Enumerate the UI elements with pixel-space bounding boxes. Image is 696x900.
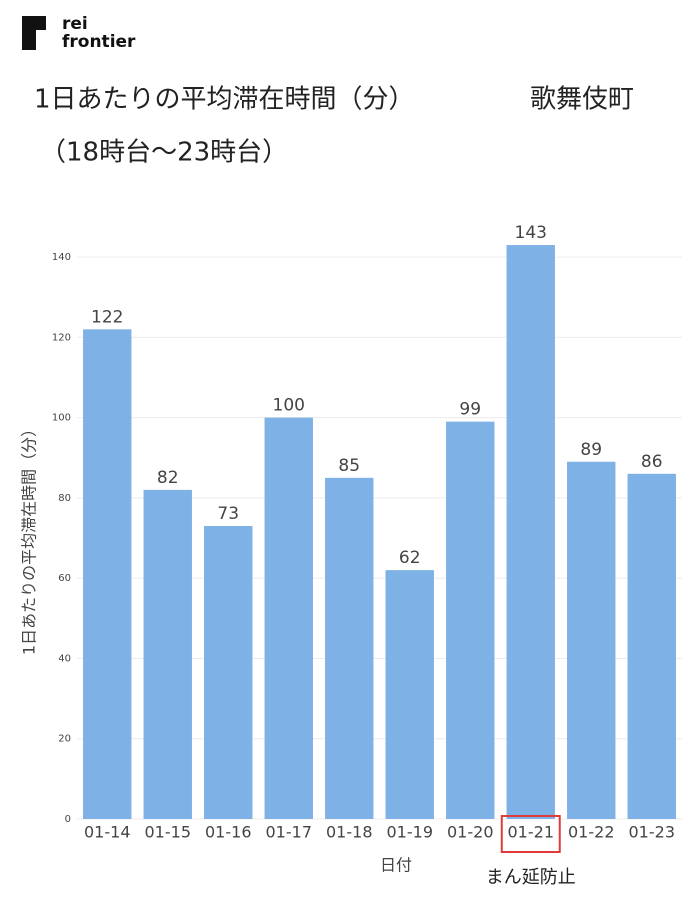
- x-tick-label: 01-20: [447, 823, 494, 842]
- value-label: 82: [157, 468, 179, 488]
- x-tick-label: 01-21: [508, 823, 555, 842]
- bar: [506, 245, 555, 819]
- x-tick-label: 01-15: [145, 823, 192, 842]
- chart-title: 1日あたりの平均滞在時間（分）: [34, 85, 415, 115]
- x-tick-label: 01-19: [387, 823, 434, 842]
- value-label: 62: [399, 548, 421, 568]
- logo-text: rei: [62, 14, 88, 34]
- bar: [143, 489, 192, 819]
- value-label: 86: [641, 452, 663, 472]
- value-label: 89: [580, 440, 602, 460]
- bar: [204, 525, 253, 819]
- x-axis-label: 日付: [380, 856, 412, 875]
- y-tick-label: 60: [58, 573, 71, 584]
- value-label: 73: [217, 504, 239, 524]
- y-tick-label: 120: [52, 332, 71, 343]
- bar: [83, 329, 132, 819]
- bar: [325, 477, 374, 819]
- chart-subtitle: （18時台〜23時台）: [40, 138, 288, 168]
- y-tick-label: 0: [65, 814, 71, 825]
- y-axis-label: 1日あたりの平均滞在時間（分）: [20, 421, 39, 655]
- bar: [627, 473, 676, 819]
- logo: rei frontier: [22, 14, 136, 52]
- y-tick-label: 140: [52, 252, 71, 263]
- x-tick-label: 01-16: [205, 823, 252, 842]
- value-label: 122: [91, 307, 123, 327]
- x-tick-label: 01-18: [326, 823, 373, 842]
- x-tick-label: 01-23: [629, 823, 676, 842]
- logo-text: frontier: [62, 32, 136, 52]
- logo-mark: [22, 16, 46, 50]
- bar: [446, 421, 495, 819]
- annotation-box: [500, 815, 561, 853]
- x-tick-label: 01-14: [84, 823, 131, 842]
- y-tick-label: 100: [52, 413, 71, 424]
- y-tick-label: 80: [58, 493, 71, 504]
- chart-area: 歌舞伎町: [530, 85, 634, 115]
- annotation-text: まん延防止: [486, 867, 576, 888]
- x-tick-label: 01-17: [266, 823, 313, 842]
- bar: [385, 570, 434, 819]
- value-label: 85: [338, 456, 360, 476]
- x-tick-label: 01-22: [568, 823, 615, 842]
- y-tick-label: 40: [58, 653, 71, 664]
- value-label: 100: [273, 396, 305, 416]
- value-label: 99: [459, 400, 481, 420]
- bar: [264, 417, 313, 819]
- bar: [567, 461, 616, 819]
- value-label: 143: [515, 223, 547, 243]
- y-tick-label: 20: [58, 734, 71, 745]
